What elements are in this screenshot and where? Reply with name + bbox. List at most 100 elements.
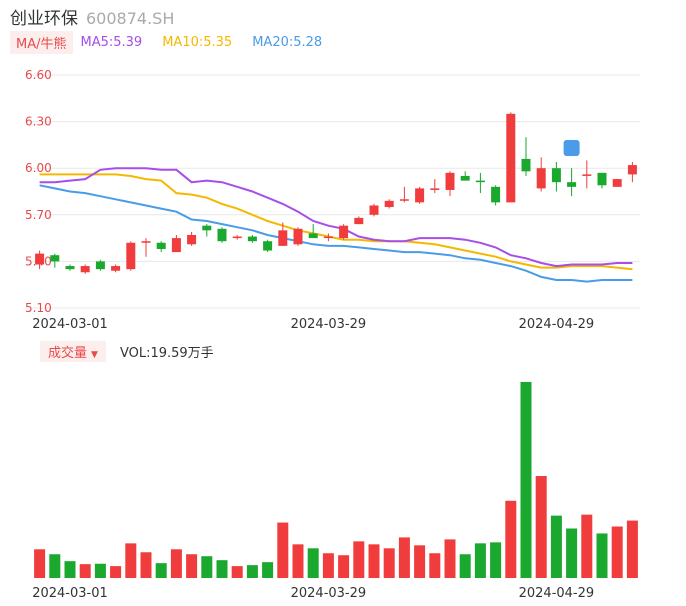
candle-body [627, 165, 637, 175]
volume-bar [216, 560, 228, 578]
dropdown-arrow-icon: ▼ [91, 349, 98, 360]
candle-body [567, 182, 577, 187]
volume-bar [140, 552, 152, 578]
candle-body [384, 200, 394, 208]
x-tick-label: 2024-03-29 [291, 586, 367, 601]
ma5-line [39, 167, 633, 268]
candle-body [460, 175, 470, 181]
volume-bar [64, 561, 76, 578]
volume-bar [611, 526, 623, 578]
volume-indicator-dropdown[interactable]: 成交量 ▼ [40, 340, 106, 362]
x-tick-label: 2024-03-01 [32, 317, 108, 332]
candle-body [445, 172, 455, 190]
stock-header: 创业环保 600874.SH [10, 4, 175, 29]
volume-bar [459, 554, 471, 578]
volume-bar [322, 553, 334, 578]
candle-body [430, 188, 440, 190]
candle-body [293, 228, 303, 245]
volume-bar [307, 548, 319, 578]
x-tick-label: 2024-03-29 [291, 317, 367, 332]
price-chart: 6.606.306.005.705.405.102024-03-012024-0… [25, 68, 640, 332]
candle-body [551, 168, 561, 183]
candle-body [399, 199, 409, 201]
volume-bar [520, 381, 532, 578]
x-tick-label: 2024-04-29 [519, 317, 595, 332]
candle-body [65, 266, 75, 270]
candle-body [232, 236, 242, 239]
volume-bar [277, 522, 289, 578]
volume-bar [383, 548, 395, 578]
candle-body [156, 242, 166, 249]
candle-body [597, 172, 607, 186]
candle-body [141, 241, 151, 243]
candle-body [171, 238, 181, 253]
candle-body [187, 234, 197, 245]
ma-indicator-tab[interactable]: MA/牛熊 [10, 30, 73, 54]
volume-bar [535, 476, 547, 578]
volume-chart: 2024-03-01 2024-03-29 2024-04-29 [32, 381, 638, 601]
volume-bar [398, 537, 410, 578]
candle-body [323, 236, 333, 239]
candle-body [247, 236, 257, 242]
candle-body [202, 225, 212, 231]
y-tick-label: 6.60 [25, 68, 52, 82]
volume-bar [34, 549, 46, 578]
volume-bar [626, 520, 638, 578]
candle-body [217, 228, 227, 242]
volume-bar [170, 549, 182, 578]
candle-body [369, 205, 379, 215]
volume-bar [581, 514, 593, 578]
candle-body [308, 233, 318, 239]
stock-name: 创业环保 [10, 9, 78, 29]
candle-body [415, 188, 425, 203]
volume-bar [49, 554, 61, 578]
volume-bar [490, 542, 502, 578]
candle-body [339, 225, 349, 239]
candle-body [536, 168, 546, 189]
ma-legend: MA/牛熊 MA5:5.39 MA10:5.35 MA20:5.28 [10, 30, 342, 54]
volume-legend: 成交量 ▼ VOL:19.59万手 [40, 340, 214, 362]
candle-body [354, 217, 364, 225]
candle-body [50, 255, 60, 262]
ma20-legend: MA20:5.28 [252, 34, 323, 50]
candle-body [612, 179, 622, 187]
volume-bar [566, 528, 578, 578]
marker-icon [563, 140, 580, 157]
volume-bar [444, 539, 456, 578]
candle-body [491, 186, 501, 203]
volume-bar [201, 556, 213, 578]
candle-body [263, 241, 273, 251]
volume-bar [79, 564, 91, 578]
stock-code: 600874.SH [86, 9, 175, 28]
candle-body [35, 253, 45, 265]
candle-body [582, 174, 592, 176]
volume-bar [596, 533, 608, 578]
volume-bar [110, 566, 122, 578]
volume-bar [155, 563, 167, 578]
candle-body [95, 261, 105, 270]
y-tick-label: 5.10 [25, 301, 52, 315]
ma10-line [39, 173, 633, 271]
volume-bar [505, 500, 517, 578]
candle-body [278, 230, 288, 246]
volume-bar [338, 555, 350, 578]
ma10-legend: MA10:5.35 [162, 34, 233, 50]
ma5-legend: MA5:5.39 [80, 34, 143, 50]
volume-indicator-label: 成交量 [48, 345, 88, 361]
volume-bar [414, 545, 426, 578]
volume-bar [186, 554, 198, 578]
y-tick-label: 6.00 [25, 161, 52, 175]
x-tick-label: 2024-03-01 [32, 586, 108, 601]
volume-bar [125, 543, 137, 578]
volume-bar [94, 563, 106, 578]
volume-bar [550, 515, 562, 578]
volume-bar [262, 562, 274, 578]
y-tick-label: 5.70 [25, 208, 52, 222]
candle-body [521, 158, 531, 172]
ma20-line [39, 184, 633, 283]
x-tick-label: 2024-04-29 [519, 586, 595, 601]
volume-bar [231, 566, 243, 578]
candle-body [475, 180, 485, 183]
candle-body [506, 113, 516, 203]
volume-bar [429, 553, 441, 578]
